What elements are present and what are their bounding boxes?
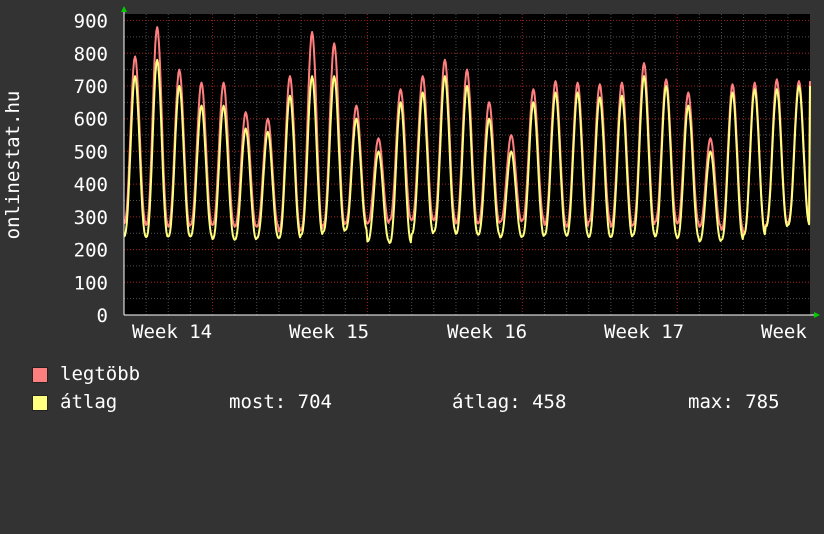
stat-max: max: 785: [688, 391, 780, 413]
stat-most: most: 704: [229, 391, 332, 413]
series-line-1: [123, 58, 811, 244]
y-tick-label: 100: [74, 272, 108, 294]
y-tick-label: 300: [74, 207, 108, 229]
y-tick-label: 200: [74, 240, 108, 262]
stat-atlag: átlag: 458: [452, 391, 567, 413]
x-ticks: Week 14 Week 15 Week 16 Week 17 Week: [132, 321, 807, 343]
y-tick-label: 700: [74, 76, 108, 98]
y-tick-label: 800: [74, 43, 108, 65]
legend-swatch-atlag: [32, 395, 48, 411]
axes: [121, 6, 820, 318]
legend-row-2: átlag most: 704 átlag: 458 max: 785: [0, 390, 824, 414]
x-tick-label: Week 17: [604, 321, 684, 343]
major-grid: [124, 14, 810, 315]
legend-swatch-legtobb: [32, 367, 48, 383]
y-axis-arrow-icon: [121, 6, 127, 12]
y-tick-label: 0: [97, 305, 108, 327]
x-tick-label: Week: [761, 321, 807, 343]
x-axis-arrow-icon: [814, 312, 820, 318]
x-tick-label: Week 16: [447, 321, 527, 343]
y-tick-label: 400: [74, 174, 108, 196]
y-axis-label: onlinestat.hu: [2, 91, 24, 240]
plot-area: [124, 14, 810, 315]
y-ticks: 0 100 200 300 400 500 600 700 800 900: [74, 11, 108, 327]
y-tick-label: 500: [74, 141, 108, 163]
legend-label-legtobb: legtöbb: [60, 363, 141, 385]
x-tick-label: Week 14: [132, 321, 212, 343]
series-group: [123, 26, 811, 244]
x-tick-label: Week 15: [289, 321, 369, 343]
y-tick-label: 600: [74, 109, 108, 131]
chart: onlinestat.hu 0 100 200 300 400 500 600 700 800 9…: [2, 6, 820, 343]
legend-row-1: legtöbb: [0, 362, 824, 386]
legend-label-atlag: átlag: [60, 391, 118, 413]
y-tick-label: 900: [74, 11, 108, 33]
